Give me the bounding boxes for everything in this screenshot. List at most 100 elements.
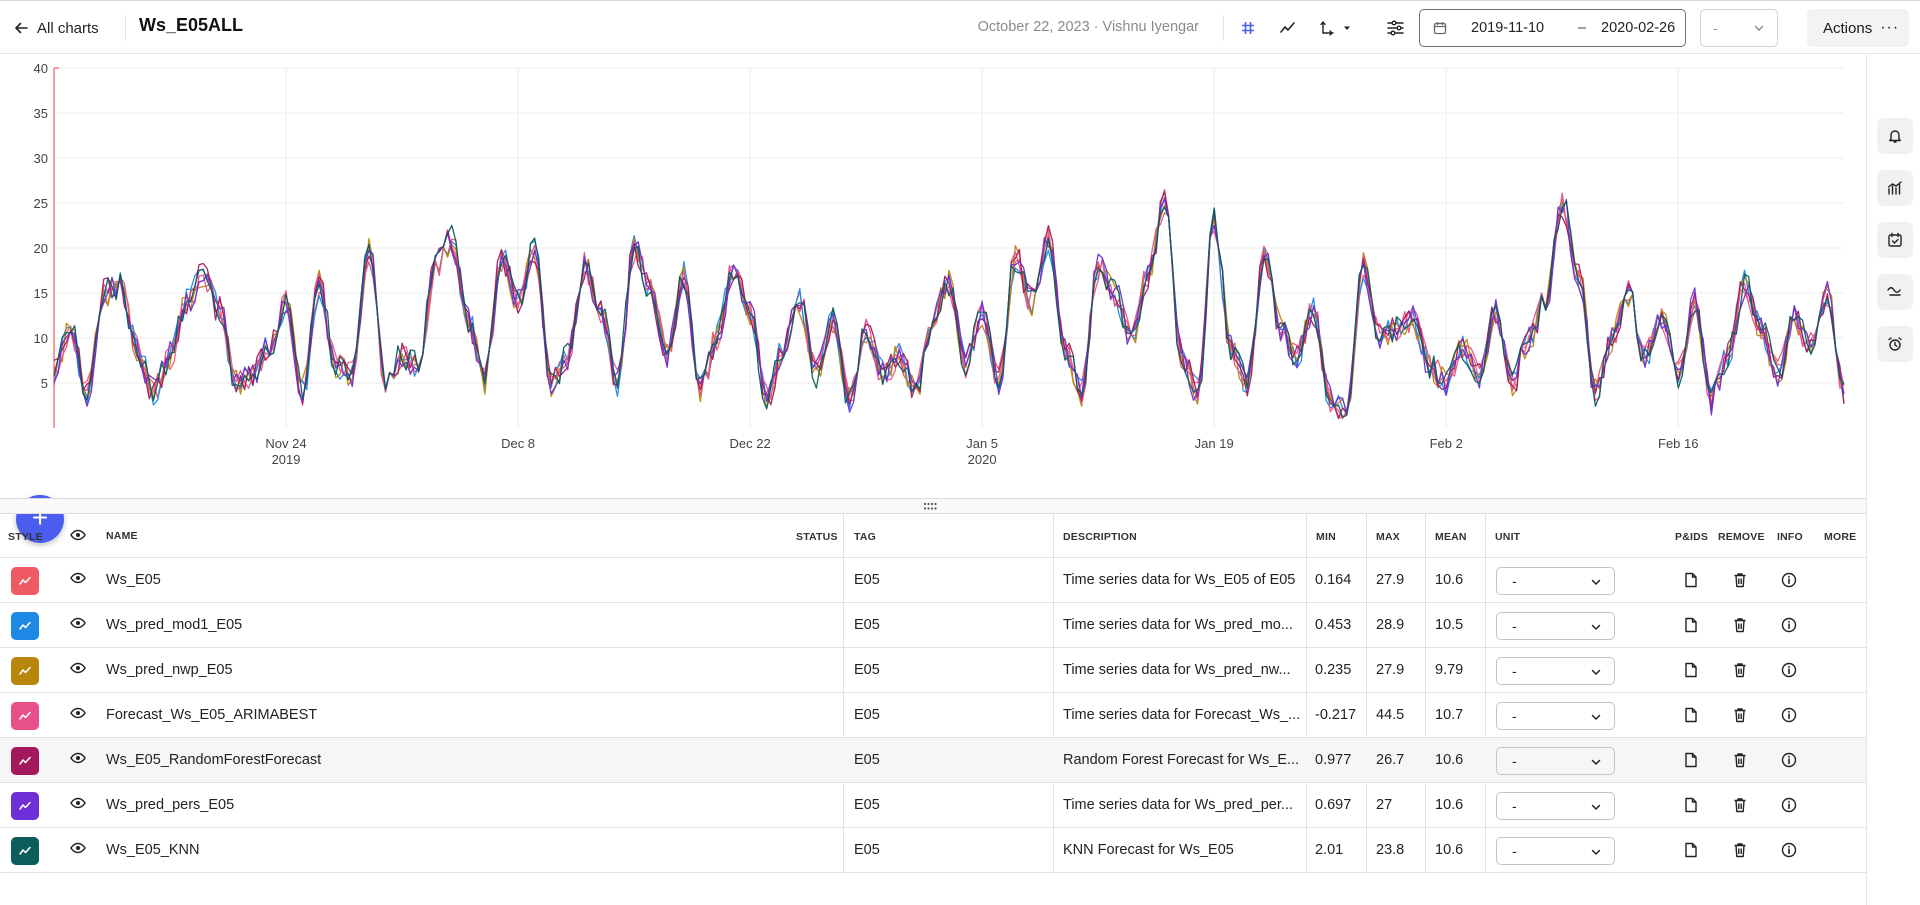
- page-title[interactable]: Ws_E05ALL: [139, 15, 244, 35]
- info-icon[interactable]: [1781, 617, 1797, 633]
- series-line-ws-pred-mod1-e05: [53, 196, 1845, 412]
- info-icon[interactable]: [1781, 842, 1797, 858]
- drag-handle-icon: [923, 502, 937, 510]
- more-icon: ···: [1880, 19, 1900, 36]
- document-icon[interactable]: [1684, 572, 1698, 588]
- visibility-toggle-icon[interactable]: [70, 617, 86, 629]
- x-tick-label: Jan 19: [1195, 436, 1234, 451]
- arrow-left-icon: [15, 22, 28, 34]
- date-to[interactable]: 2020-02-26: [1601, 20, 1676, 36]
- monitoring-button[interactable]: [1877, 326, 1913, 362]
- bell-icon: [1889, 130, 1901, 143]
- line-style-button[interactable]: [1275, 15, 1301, 41]
- document-icon[interactable]: [1684, 617, 1698, 633]
- unit-select[interactable]: -: [1496, 702, 1615, 730]
- row-name[interactable]: Forecast_Ws_E05_ARIMABEST: [106, 707, 318, 723]
- info-icon[interactable]: [1781, 707, 1797, 723]
- document-icon[interactable]: [1684, 797, 1698, 813]
- row-min: 2.01: [1315, 842, 1344, 858]
- unit-select[interactable]: -: [1496, 612, 1615, 640]
- table-row[interactable]: Ws_pred_pers_E05 E05 Time series data fo…: [0, 783, 1866, 828]
- threshold-button[interactable]: [1877, 274, 1913, 310]
- style-swatch-button[interactable]: [11, 747, 39, 775]
- thresholds-button[interactable]: [1382, 15, 1408, 41]
- table-row[interactable]: Ws_pred_mod1_E05 E05 Time series data fo…: [0, 603, 1866, 648]
- row-name[interactable]: Ws_E05_RandomForestForecast: [106, 752, 322, 768]
- header-mean: MEAN: [1435, 531, 1467, 543]
- unit-select[interactable]: -: [1496, 792, 1615, 820]
- visibility-toggle-icon[interactable]: [70, 707, 86, 719]
- grid-toggle-button[interactable]: [1235, 15, 1261, 41]
- trash-icon[interactable]: [1733, 797, 1747, 813]
- y-tick-label: 35: [34, 106, 48, 121]
- visibility-toggle-icon[interactable]: [70, 572, 86, 584]
- alarm-clock-icon: [1888, 337, 1902, 351]
- visibility-toggle-icon[interactable]: [70, 662, 86, 674]
- back-to-all-charts-link[interactable]: All charts: [14, 17, 99, 39]
- header-status: STATUS: [796, 531, 838, 543]
- chevron-down-icon: [1591, 669, 1601, 676]
- header-tag[interactable]: TAG: [854, 531, 876, 543]
- trash-icon[interactable]: [1733, 752, 1747, 768]
- row-tag: E05: [854, 662, 880, 678]
- row-name[interactable]: Ws_pred_mod1_E05: [106, 617, 243, 633]
- style-swatch-button[interactable]: [11, 792, 39, 820]
- info-icon[interactable]: [1781, 662, 1797, 678]
- unit-select[interactable]: -: [1496, 657, 1615, 685]
- row-name[interactable]: Ws_E05: [106, 572, 161, 588]
- table-row[interactable]: Forecast_Ws_E05_ARIMABEST E05 Time serie…: [0, 693, 1866, 738]
- visibility-toggle-icon[interactable]: [70, 797, 86, 809]
- header-name[interactable]: NAME: [106, 530, 138, 542]
- table-row[interactable]: Ws_E05 E05 Time series data for Ws_E05 o…: [0, 558, 1866, 603]
- style-swatch-button[interactable]: [11, 612, 39, 640]
- unit-value: -: [1512, 618, 1517, 634]
- eye-icon[interactable]: [70, 529, 86, 541]
- visibility-toggle-icon[interactable]: [70, 752, 86, 764]
- info-icon[interactable]: [1781, 572, 1797, 588]
- aggregation-select[interactable]: -: [1700, 9, 1778, 47]
- document-icon[interactable]: [1684, 707, 1698, 723]
- style-swatch-button[interactable]: [11, 837, 39, 865]
- table-row[interactable]: Ws_E05_RandomForestForecast E05 Random F…: [0, 738, 1866, 783]
- table-row[interactable]: Ws_pred_nwp_E05 E05 Time series data for…: [0, 648, 1866, 693]
- resize-handle[interactable]: [0, 498, 1866, 514]
- actions-button[interactable]: Actions ···: [1807, 9, 1909, 47]
- date-range-picker[interactable]: 2019-11-10 – 2020-02-26: [1419, 9, 1686, 47]
- alerts-button[interactable]: [1877, 118, 1913, 154]
- trash-icon[interactable]: [1733, 572, 1747, 588]
- row-mean: 10.6: [1435, 842, 1464, 858]
- style-swatch-button[interactable]: [11, 567, 39, 595]
- line-style-icon: [19, 576, 31, 585]
- date-from[interactable]: 2019-11-10: [1471, 20, 1545, 36]
- info-icon[interactable]: [1781, 797, 1797, 813]
- header-description[interactable]: DESCRIPTION: [1063, 531, 1137, 543]
- row-max: 27.9: [1376, 662, 1405, 678]
- unit-select[interactable]: -: [1496, 747, 1615, 775]
- unit-select[interactable]: -: [1496, 567, 1615, 595]
- document-icon[interactable]: [1684, 752, 1698, 768]
- trash-icon[interactable]: [1733, 662, 1747, 678]
- y-axis-menu-button[interactable]: [1314, 15, 1358, 41]
- style-swatch-button[interactable]: [11, 657, 39, 685]
- row-tag: E05: [854, 752, 880, 768]
- data-quality-button[interactable]: [1877, 222, 1913, 258]
- line-style-icon: [19, 801, 31, 810]
- document-icon[interactable]: [1684, 842, 1698, 858]
- row-name[interactable]: Ws_pred_pers_E05: [106, 797, 235, 813]
- trash-icon[interactable]: [1733, 617, 1747, 633]
- document-icon[interactable]: [1684, 662, 1698, 678]
- trash-icon[interactable]: [1733, 842, 1747, 858]
- wave-icon: [1887, 287, 1901, 296]
- chart-area[interactable]: 5 10 15 20 25 30 35 40 Nov 24 2019 Dec 8 Dec 22 Jan …: [0, 54, 1866, 543]
- unit-select[interactable]: -: [1496, 837, 1615, 865]
- style-swatch-button[interactable]: [11, 702, 39, 730]
- table-row[interactable]: Ws_E05_KNN E05 KNN Forecast for Ws_E05 2…: [0, 828, 1866, 873]
- statistics-button[interactable]: [1877, 170, 1913, 206]
- info-icon[interactable]: [1781, 752, 1797, 768]
- row-name[interactable]: Ws_pred_nwp_E05: [106, 662, 233, 678]
- row-max: 26.7: [1376, 752, 1405, 768]
- row-name[interactable]: Ws_E05_KNN: [106, 842, 200, 858]
- trash-icon[interactable]: [1733, 707, 1747, 723]
- visibility-toggle-icon[interactable]: [70, 842, 86, 854]
